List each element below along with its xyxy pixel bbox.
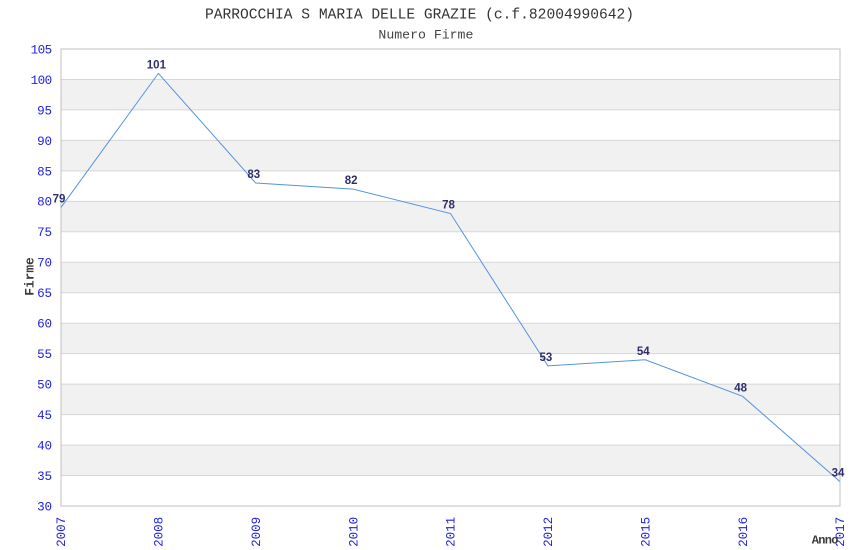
svg-text:82: 82 <box>345 175 358 187</box>
svg-text:Numero Firme: Numero Firme <box>378 28 473 43</box>
svg-text:Anno: Anno <box>812 534 839 548</box>
svg-text:48: 48 <box>734 382 747 394</box>
svg-text:2008: 2008 <box>153 517 167 547</box>
svg-text:101: 101 <box>147 59 167 71</box>
svg-text:75: 75 <box>37 226 52 240</box>
svg-text:60: 60 <box>37 318 52 332</box>
svg-text:2009: 2009 <box>250 517 264 547</box>
svg-text:54: 54 <box>637 346 650 358</box>
svg-text:30: 30 <box>37 500 52 514</box>
svg-text:85: 85 <box>37 165 52 179</box>
svg-text:79: 79 <box>53 193 66 205</box>
svg-text:35: 35 <box>37 470 52 484</box>
svg-text:105: 105 <box>31 43 53 57</box>
svg-text:90: 90 <box>37 135 52 149</box>
svg-text:100: 100 <box>31 74 53 88</box>
svg-text:2017: 2017 <box>834 517 848 547</box>
svg-text:78: 78 <box>442 200 455 212</box>
svg-text:Firme: Firme <box>23 257 38 296</box>
svg-text:2010: 2010 <box>347 517 361 547</box>
svg-text:2007: 2007 <box>55 517 69 547</box>
svg-text:2012: 2012 <box>542 517 556 547</box>
svg-text:53: 53 <box>539 352 552 364</box>
svg-text:83: 83 <box>247 169 260 181</box>
svg-text:2015: 2015 <box>639 517 653 547</box>
svg-text:34: 34 <box>832 468 845 480</box>
svg-text:50: 50 <box>37 379 52 393</box>
svg-text:2011: 2011 <box>445 517 459 547</box>
svg-text:95: 95 <box>37 104 52 118</box>
svg-text:45: 45 <box>37 409 52 423</box>
svg-text:PARROCCHIA S MARIA DELLE GRAZI: PARROCCHIA S MARIA DELLE GRAZIE (c.f.820… <box>205 8 634 24</box>
svg-text:40: 40 <box>37 439 52 453</box>
svg-text:2016: 2016 <box>737 517 751 547</box>
svg-text:70: 70 <box>37 257 52 271</box>
svg-text:80: 80 <box>37 196 52 210</box>
svg-text:65: 65 <box>37 287 52 301</box>
svg-text:55: 55 <box>37 348 52 362</box>
